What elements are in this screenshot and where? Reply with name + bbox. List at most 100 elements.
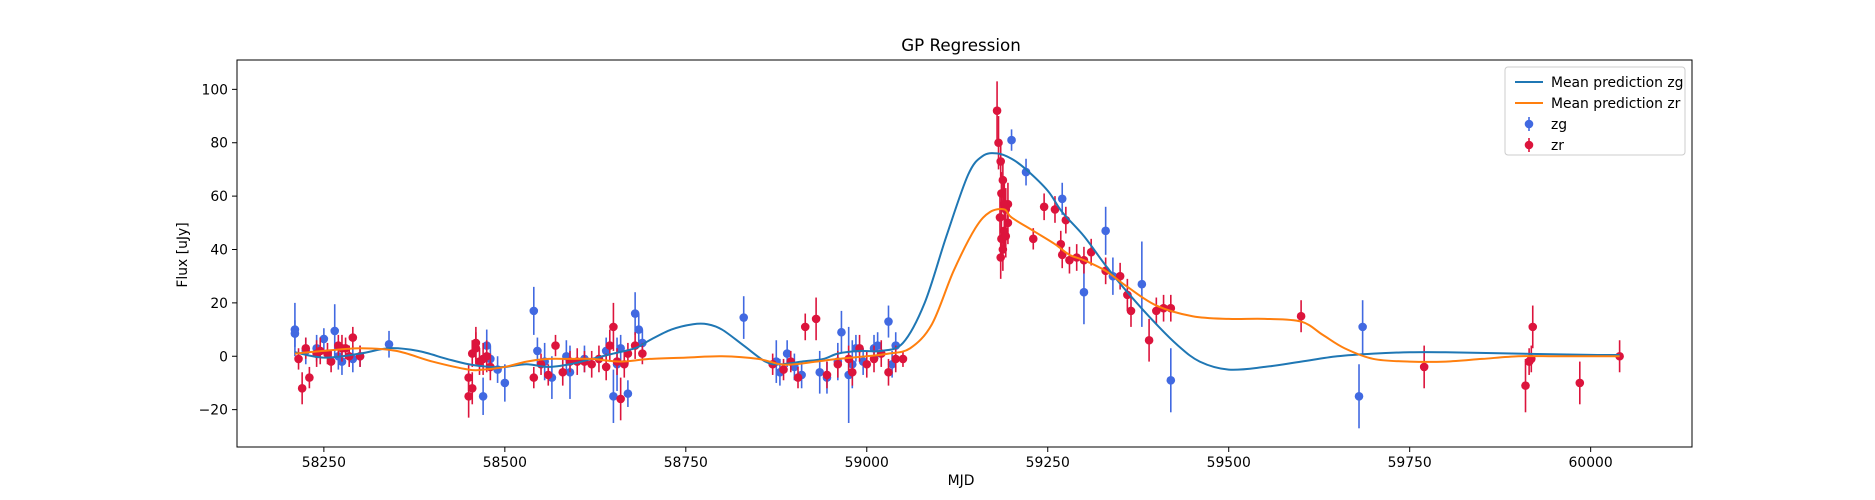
data-point <box>1028 234 1038 244</box>
data-point <box>609 322 618 332</box>
data-point <box>337 357 347 366</box>
line-mean-prediction-zr <box>294 208 1620 372</box>
x-tick-label: 58250 <box>302 455 346 471</box>
y-tick-label: −20 <box>199 403 228 419</box>
data-point <box>1021 167 1031 177</box>
data-point <box>994 138 1003 148</box>
legend-label: zr <box>1551 138 1564 154</box>
data-point <box>326 357 336 366</box>
series-zr <box>294 81 1624 421</box>
data-point <box>1039 202 1049 212</box>
x-axis-label: MJD <box>948 473 975 489</box>
data-point <box>500 378 510 388</box>
data-point <box>1101 226 1110 236</box>
data-point <box>471 338 481 348</box>
data-point <box>297 383 307 393</box>
y-tick-label: 60 <box>210 189 228 205</box>
data-point <box>1419 362 1429 372</box>
data-point <box>1001 231 1011 241</box>
data-point <box>482 351 492 361</box>
data-point <box>891 354 901 364</box>
data-point <box>1152 306 1161 316</box>
data-point <box>800 322 810 332</box>
data-point <box>1115 271 1125 281</box>
y-axis: −20 0 20 40 60 80 100 <box>199 82 237 419</box>
data-point <box>996 253 1005 262</box>
data-point <box>529 306 539 316</box>
data-point <box>1358 322 1367 332</box>
data-point <box>565 367 575 377</box>
data-point <box>862 359 872 369</box>
legend-point-swatch <box>1524 119 1534 129</box>
y-tick-label: 100 <box>201 82 228 98</box>
plot-area <box>290 81 1624 429</box>
data-point <box>529 373 539 382</box>
data-point <box>822 370 832 380</box>
data-point <box>837 327 846 337</box>
data-point <box>1079 287 1089 297</box>
data-point <box>793 373 803 382</box>
data-point <box>996 157 1005 166</box>
data-point <box>1126 306 1136 316</box>
data-point <box>601 362 611 372</box>
data-point <box>464 391 473 401</box>
data-point <box>1137 279 1147 289</box>
x-tick-label: 60000 <box>1569 455 1613 471</box>
data-point <box>605 341 615 350</box>
data-point <box>873 341 882 350</box>
data-point <box>478 391 488 401</box>
data-point <box>1521 381 1530 390</box>
data-point <box>833 359 843 369</box>
line-mean-prediction-zg <box>294 152 1620 371</box>
legend: Mean prediction zg Mean prediction zr zg zr <box>1504 66 1686 156</box>
plot-frame <box>236 59 1693 448</box>
y-tick-label: 20 <box>210 296 228 312</box>
legend-label: Mean prediction zg <box>1551 75 1683 91</box>
legend-point-swatch <box>1524 140 1534 150</box>
legend-label: zg <box>1551 117 1567 133</box>
data-point <box>587 359 597 369</box>
data-point <box>330 326 340 336</box>
data-point <box>1166 375 1176 385</box>
data-point <box>533 346 542 356</box>
data-point <box>1296 311 1306 321</box>
x-tick-label: 59750 <box>1388 455 1432 471</box>
y-tick-label: 0 <box>219 349 228 365</box>
data-point <box>1144 335 1154 345</box>
data-point <box>558 367 568 377</box>
x-tick-label: 59250 <box>1026 455 1070 471</box>
data-point <box>811 314 821 324</box>
data-point <box>319 334 329 344</box>
data-point <box>1354 391 1364 401</box>
data-point <box>1065 255 1074 265</box>
data-point <box>1057 250 1067 260</box>
data-point <box>847 367 857 377</box>
legend-label: Mean prediction zr <box>1551 96 1681 112</box>
x-tick-label: 58500 <box>483 455 527 471</box>
data-point <box>998 175 1008 185</box>
data-point <box>638 349 647 358</box>
legend-box <box>1504 66 1686 156</box>
data-point <box>616 343 625 353</box>
data-point <box>1057 194 1067 204</box>
data-point <box>348 333 358 342</box>
data-point <box>630 309 640 318</box>
x-tick-label: 58750 <box>664 455 708 471</box>
x-tick-label: 59500 <box>1207 455 1251 471</box>
data-point <box>294 354 303 364</box>
data-point <box>884 367 893 377</box>
data-point <box>995 213 1005 222</box>
data-point <box>609 391 618 401</box>
x-axis: 58250 58500 58750 59000 59250 59500 59750 60000 <box>302 447 1613 471</box>
chart-title: GP Regression <box>901 35 1021 55</box>
data-point <box>739 313 749 322</box>
data-point <box>1050 205 1060 214</box>
y-axis-label: Flux [uJy] <box>175 222 191 287</box>
data-point <box>1007 135 1016 145</box>
data-point <box>290 329 300 338</box>
data-point <box>616 394 625 404</box>
data-point <box>543 370 553 380</box>
data-point <box>779 365 788 374</box>
data-point <box>884 317 893 326</box>
